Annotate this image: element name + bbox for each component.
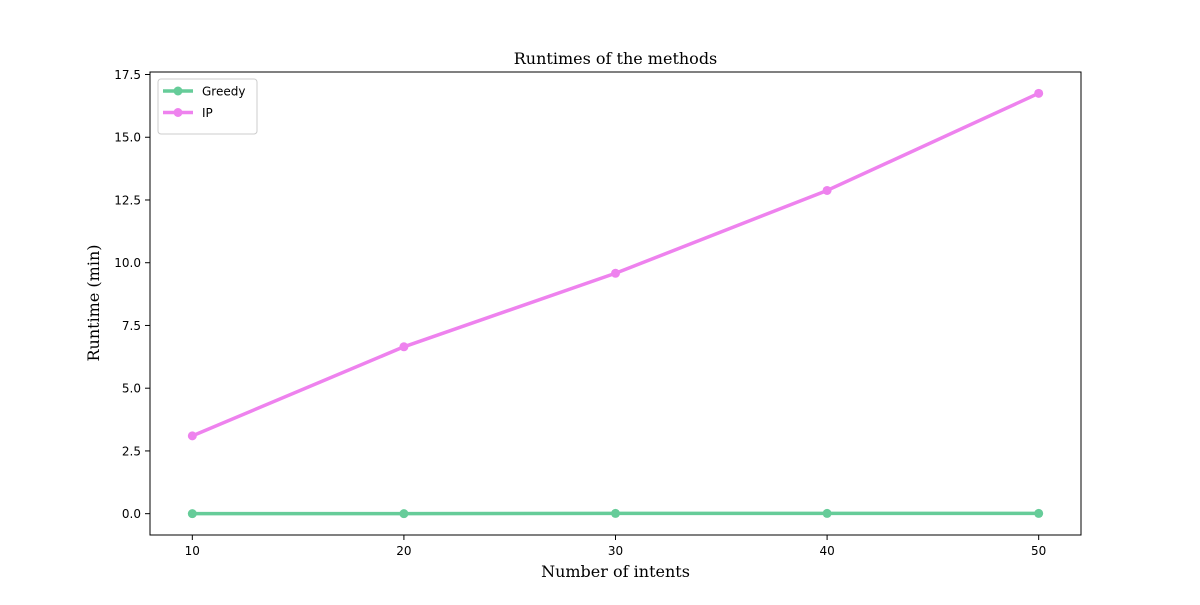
data-point-ip-10 — [188, 431, 197, 440]
legend-label-ip: IP — [202, 106, 213, 120]
y-tick-label-2.5: 2.5 — [122, 444, 141, 458]
x-axis-label: Number of intents — [541, 562, 690, 581]
data-point-greedy-20 — [399, 509, 408, 518]
y-axis-label: Runtime (min) — [84, 244, 103, 361]
x-tick-label-40: 40 — [819, 544, 834, 558]
legend: Greedy IP — [158, 79, 257, 134]
y-tick-label-12.5: 12.5 — [114, 193, 141, 207]
data-point-greedy-40 — [823, 509, 832, 518]
data-point-greedy-10 — [188, 509, 197, 518]
data-point-ip-50 — [1034, 89, 1043, 98]
legend-swatch-marker-ip — [174, 108, 183, 117]
y-tick-label-17.5: 17.5 — [114, 68, 141, 82]
y-tick-label-10.0: 10.0 — [114, 256, 141, 270]
data-point-ip-30 — [611, 269, 620, 278]
data-point-ip-20 — [399, 342, 408, 351]
x-tick-label-10: 10 — [185, 544, 200, 558]
y-tick-label-15.0: 15.0 — [114, 131, 141, 145]
data-point-ip-40 — [823, 186, 832, 195]
chart-title: Runtimes of the methods — [514, 49, 718, 68]
x-tick-label-50: 50 — [1031, 544, 1046, 558]
y-tick-label-5.0: 5.0 — [122, 382, 141, 396]
plot-frame — [150, 72, 1081, 535]
data-point-greedy-50 — [1034, 509, 1043, 518]
legend-label-greedy: Greedy — [202, 85, 245, 99]
series-line-ip — [192, 93, 1038, 436]
plot-area — [188, 89, 1043, 518]
x-tick-label-20: 20 — [396, 544, 411, 558]
legend-swatch-marker-greedy — [174, 87, 183, 96]
data-point-greedy-30 — [611, 509, 620, 518]
y-tick-label-0.0: 0.0 — [122, 507, 141, 521]
y-tick-label-7.5: 7.5 — [122, 319, 141, 333]
x-tick-label-30: 30 — [608, 544, 623, 558]
